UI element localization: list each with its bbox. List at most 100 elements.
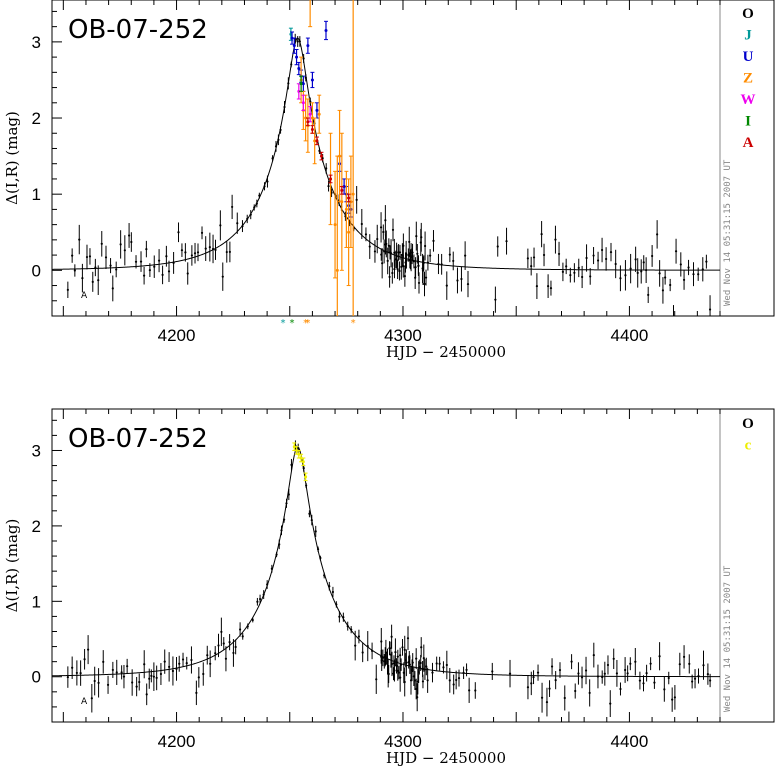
data-point xyxy=(420,236,423,239)
data-point xyxy=(629,662,632,665)
data-point xyxy=(301,460,305,464)
data-point xyxy=(87,648,90,651)
data-point xyxy=(651,254,654,258)
data-point xyxy=(315,139,319,143)
data-point xyxy=(399,663,403,666)
data-point xyxy=(324,28,328,32)
data-point xyxy=(549,287,553,290)
data-point xyxy=(270,567,273,570)
series-z xyxy=(299,0,355,316)
x-tick-label: 4300 xyxy=(384,732,422,751)
data-point xyxy=(569,274,572,277)
data-point xyxy=(327,184,330,188)
data-point xyxy=(301,82,305,86)
data-point xyxy=(640,270,643,273)
data-point xyxy=(395,664,398,667)
data-point xyxy=(234,645,237,649)
data-point xyxy=(638,679,642,682)
data-point xyxy=(316,548,320,551)
data-point xyxy=(390,662,394,666)
data-point xyxy=(88,255,92,258)
data-point xyxy=(417,264,420,268)
data-point xyxy=(66,288,69,291)
data-point xyxy=(558,668,562,672)
data-point xyxy=(674,250,678,253)
data-point xyxy=(697,273,700,276)
data-point xyxy=(420,646,423,649)
data-point xyxy=(109,264,112,267)
data-point xyxy=(708,308,712,311)
data-point xyxy=(127,234,131,237)
data-point xyxy=(251,618,254,622)
data-point xyxy=(614,262,617,266)
data-point xyxy=(323,574,326,577)
data-point xyxy=(219,224,222,227)
data-point xyxy=(386,660,389,663)
data-point xyxy=(354,644,357,647)
bottom-marker: * xyxy=(290,318,295,329)
data-point xyxy=(394,258,397,261)
data-point xyxy=(306,44,310,48)
data-point xyxy=(350,628,353,631)
data-point xyxy=(102,660,105,663)
data-point xyxy=(292,44,296,48)
data-point xyxy=(380,640,383,643)
data-point xyxy=(624,274,627,277)
data-point xyxy=(423,282,426,286)
data-point xyxy=(279,128,282,132)
data-point xyxy=(196,251,200,254)
data-point xyxy=(532,256,536,259)
data-point xyxy=(83,658,86,661)
data-point xyxy=(310,78,314,82)
data-point xyxy=(399,654,402,657)
data-point xyxy=(413,679,416,682)
data-point xyxy=(396,268,399,271)
data-point xyxy=(405,259,408,262)
data-point xyxy=(214,652,217,655)
data-point xyxy=(387,672,390,676)
data-point xyxy=(388,275,391,279)
data-point xyxy=(422,657,425,660)
data-point xyxy=(494,298,497,301)
data-point xyxy=(629,267,632,270)
data-point xyxy=(318,149,321,152)
data-point xyxy=(249,213,252,216)
data-point xyxy=(360,222,363,226)
data-point xyxy=(399,676,402,679)
data-point xyxy=(319,556,322,560)
data-point xyxy=(119,243,122,246)
data-point xyxy=(532,676,535,679)
data-point xyxy=(540,696,544,699)
data-point xyxy=(437,262,440,266)
data-point xyxy=(177,231,180,234)
data-point xyxy=(416,252,419,255)
bottom-marker: * xyxy=(280,318,285,329)
legend-entry-o: O xyxy=(742,416,754,432)
data-point xyxy=(263,185,266,188)
data-point xyxy=(386,259,389,263)
data-point xyxy=(315,108,319,112)
data-point xyxy=(381,262,384,265)
data-point xyxy=(682,655,686,658)
data-point xyxy=(338,615,341,618)
data-point xyxy=(310,127,314,131)
data-point xyxy=(496,245,499,248)
data-point xyxy=(435,662,438,665)
data-point xyxy=(310,518,313,522)
data-point xyxy=(299,456,303,460)
data-point xyxy=(642,682,645,685)
data-point xyxy=(424,276,428,279)
data-point xyxy=(180,249,184,252)
data-point xyxy=(592,653,595,657)
data-point xyxy=(634,258,637,261)
data-point xyxy=(397,671,400,674)
data-point xyxy=(282,518,286,521)
data-point xyxy=(375,678,378,681)
data-point xyxy=(402,265,405,268)
data-point xyxy=(601,675,604,679)
data-point xyxy=(667,676,670,680)
data-point xyxy=(167,270,171,273)
data-point xyxy=(423,668,427,671)
data-point xyxy=(673,696,676,699)
bottom-marker: * xyxy=(351,318,356,329)
